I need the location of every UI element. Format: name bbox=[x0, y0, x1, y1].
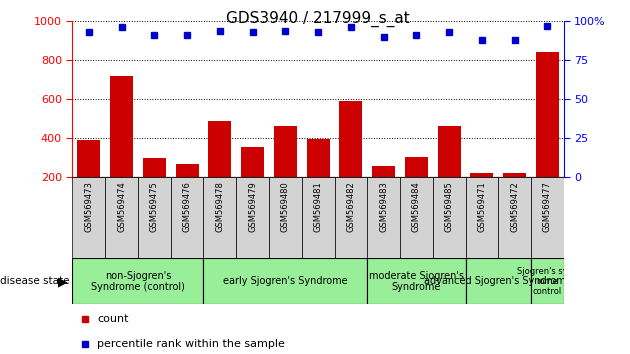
Bar bbox=[438, 126, 461, 216]
Bar bbox=[405, 156, 428, 216]
Text: moderate Sjogren's
Syndrome: moderate Sjogren's Syndrome bbox=[369, 270, 464, 292]
Text: GSM569483: GSM569483 bbox=[379, 181, 388, 232]
Bar bbox=[531, 258, 564, 304]
Bar bbox=[367, 258, 466, 304]
Text: GSM569474: GSM569474 bbox=[117, 181, 126, 232]
Text: GSM569473: GSM569473 bbox=[84, 181, 93, 232]
Bar bbox=[536, 52, 559, 216]
Text: GSM569481: GSM569481 bbox=[314, 181, 323, 232]
Bar bbox=[72, 177, 105, 258]
Bar bbox=[110, 76, 133, 216]
Bar bbox=[498, 177, 531, 258]
Bar bbox=[340, 101, 362, 216]
Bar bbox=[77, 140, 100, 216]
Text: GSM569472: GSM569472 bbox=[510, 181, 519, 232]
Bar bbox=[531, 177, 564, 258]
Bar bbox=[269, 177, 302, 258]
Text: GSM569477: GSM569477 bbox=[543, 181, 552, 232]
Text: Sjogren's synd
rome
control: Sjogren's synd rome control bbox=[517, 267, 578, 296]
Bar bbox=[203, 177, 236, 258]
Bar bbox=[466, 258, 531, 304]
Bar bbox=[236, 177, 269, 258]
Bar bbox=[335, 177, 367, 258]
Text: GSM569480: GSM569480 bbox=[281, 181, 290, 232]
Bar bbox=[466, 177, 498, 258]
Bar bbox=[400, 177, 433, 258]
Bar bbox=[138, 177, 171, 258]
Bar bbox=[503, 173, 526, 216]
Text: early Sjogren's Syndrome: early Sjogren's Syndrome bbox=[223, 276, 348, 286]
Text: advanced Sjogren's Syndrome: advanced Sjogren's Syndrome bbox=[425, 276, 572, 286]
Text: GSM569475: GSM569475 bbox=[150, 181, 159, 232]
Text: GSM569471: GSM569471 bbox=[478, 181, 486, 232]
Text: GDS3940 / 217999_s_at: GDS3940 / 217999_s_at bbox=[226, 11, 410, 27]
Text: GSM569482: GSM569482 bbox=[346, 181, 355, 232]
Text: percentile rank within the sample: percentile rank within the sample bbox=[97, 339, 285, 349]
Text: GSM569478: GSM569478 bbox=[215, 181, 224, 232]
Bar bbox=[105, 177, 138, 258]
Bar bbox=[203, 258, 367, 304]
Bar bbox=[307, 139, 329, 216]
Bar bbox=[176, 164, 198, 216]
Text: GSM569484: GSM569484 bbox=[412, 181, 421, 232]
Text: GSM569485: GSM569485 bbox=[445, 181, 454, 232]
Bar bbox=[143, 158, 166, 216]
Text: GSM569476: GSM569476 bbox=[183, 181, 192, 232]
Bar bbox=[209, 120, 231, 216]
Bar bbox=[171, 177, 203, 258]
Text: non-Sjogren's
Syndrome (control): non-Sjogren's Syndrome (control) bbox=[91, 270, 185, 292]
Text: GSM569479: GSM569479 bbox=[248, 181, 257, 232]
Bar bbox=[372, 166, 395, 216]
Bar bbox=[241, 147, 264, 216]
Text: ▶: ▶ bbox=[59, 275, 68, 288]
Bar bbox=[367, 177, 400, 258]
Bar bbox=[433, 177, 466, 258]
Bar bbox=[302, 177, 335, 258]
Text: disease state: disease state bbox=[0, 276, 69, 286]
Text: count: count bbox=[97, 314, 129, 324]
Bar bbox=[274, 126, 297, 216]
Bar bbox=[471, 173, 493, 216]
Bar bbox=[72, 258, 203, 304]
